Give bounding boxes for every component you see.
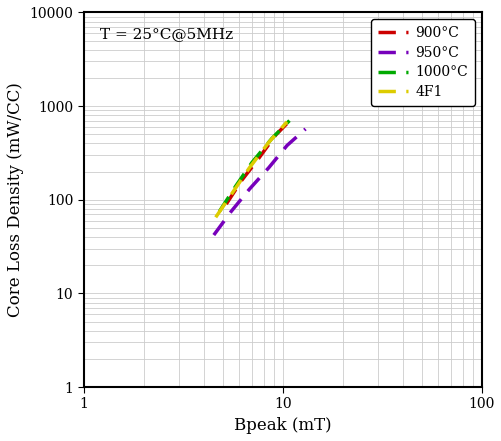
Line: 900°C: 900°C <box>226 118 292 204</box>
900°C <box>255 157 261 162</box>
950°C <box>210 232 216 238</box>
X-axis label: Bpeak (mT): Bpeak (mT) <box>233 417 331 434</box>
4F1 <box>246 165 252 170</box>
Line: 950°C: 950°C <box>213 129 305 235</box>
950°C <box>246 187 252 192</box>
900°C <box>238 178 244 183</box>
Legend: 900°C, 950°C, 1000°C, 4F1: 900°C, 950°C, 1000°C, 4F1 <box>370 19 474 106</box>
4F1 <box>265 140 271 145</box>
900°C <box>272 132 278 138</box>
4F1 <box>212 215 218 220</box>
950°C <box>227 209 233 214</box>
1000°C <box>268 136 274 141</box>
4F1 <box>229 190 235 195</box>
1000°C <box>216 209 222 214</box>
1000°C <box>248 160 255 165</box>
950°C <box>284 143 290 148</box>
Line: 4F1: 4F1 <box>215 122 287 217</box>
950°C <box>265 165 271 170</box>
Text: T = 25°C@5MHz: T = 25°C@5MHz <box>100 27 232 41</box>
900°C <box>289 115 295 120</box>
950°C <box>302 126 308 131</box>
900°C <box>223 202 229 207</box>
1000°C <box>286 118 292 123</box>
1000°C <box>232 183 238 189</box>
Line: 1000°C: 1000°C <box>219 120 289 212</box>
4F1 <box>284 119 290 124</box>
Y-axis label: Core Loss Density (mW/CC): Core Loss Density (mW/CC) <box>7 82 24 317</box>
